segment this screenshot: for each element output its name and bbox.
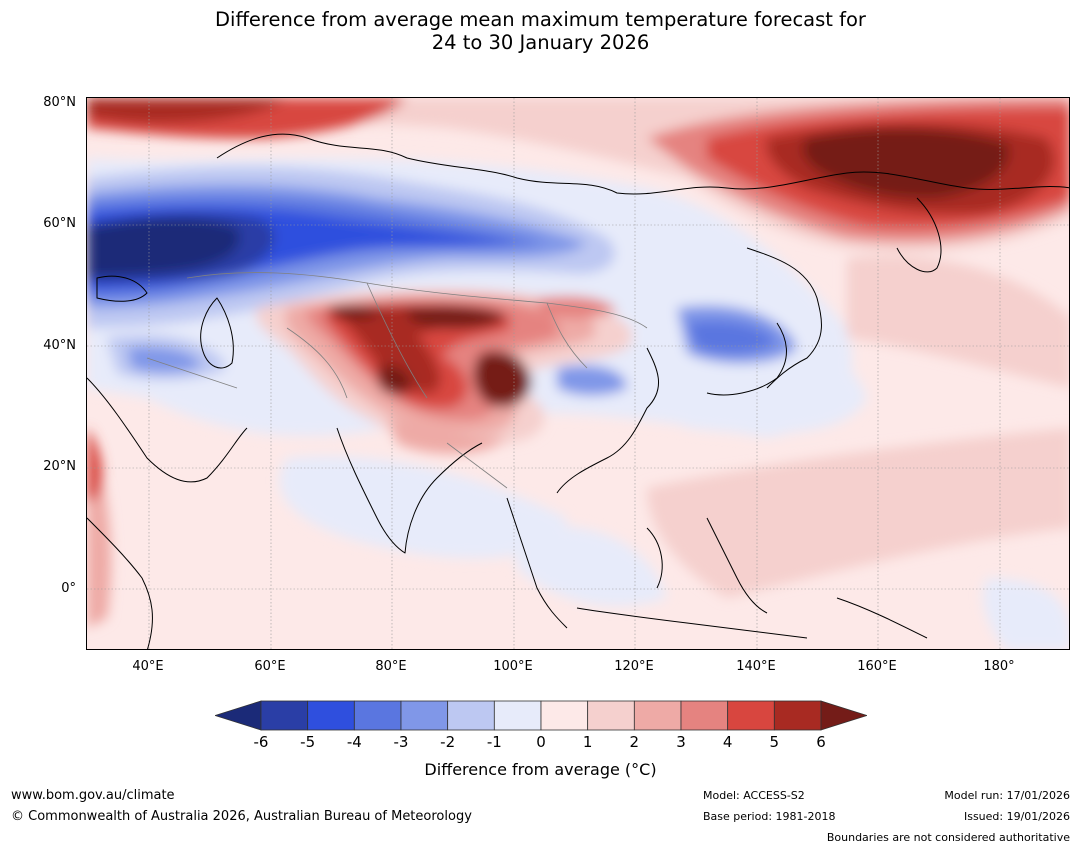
website-link[interactable]: www.bom.gov.au/climate — [11, 788, 175, 803]
lat-label-0: 0° — [61, 581, 76, 596]
lon-label-100e: 100°E — [493, 659, 533, 674]
lon-label-180: 180° — [983, 659, 1015, 674]
anomaly-shading — [87, 98, 1069, 649]
lat-label-20n: 20°N — [43, 459, 76, 474]
lon-label-140e: 140°E — [736, 659, 776, 674]
colorbar-tick: -5 — [300, 733, 316, 751]
title-line-1: Difference from average mean maximum tem… — [215, 8, 866, 31]
boundaries-note: Boundaries are not considered authoritat… — [826, 831, 1070, 844]
colorbar-low-extend — [215, 700, 262, 731]
colorbar-tick: -3 — [393, 733, 409, 751]
colorbar-tick: 4 — [722, 733, 733, 751]
issued-date: Issued: 19/01/2026 — [963, 810, 1070, 823]
colorbar — [215, 700, 867, 731]
coastlines — [87, 133, 1069, 649]
copyright-text: © Commonwealth of Australia 2026, Austra… — [11, 809, 472, 824]
model-name: Model: ACCESS-S2 — [703, 789, 805, 802]
colorbar-tick: -6 — [253, 733, 269, 751]
colorbar-segment — [773, 700, 822, 731]
lon-label-60e: 60°E — [254, 659, 286, 674]
lat-label-40n: 40°N — [43, 338, 76, 353]
colorbar-tick: 3 — [676, 733, 686, 751]
graticule — [87, 98, 1069, 649]
colorbar-segment — [447, 700, 495, 731]
country-borders — [146, 272, 648, 489]
colorbar-tick: -4 — [346, 733, 362, 751]
colorbar-segment — [633, 700, 682, 731]
colorbar-tick: -2 — [440, 733, 456, 751]
lon-label-160e: 160°E — [857, 659, 897, 674]
colorbar-tick: -1 — [486, 733, 502, 751]
base-period: Base period: 1981-2018 — [703, 810, 836, 823]
colorbar-segment — [727, 700, 775, 731]
colorbar-segment — [353, 700, 402, 731]
lon-label-80e: 80°E — [375, 659, 407, 674]
colorbar-segment — [540, 700, 589, 731]
model-run-date: Model run: 17/01/2026 — [944, 789, 1070, 802]
colorbar-segments — [260, 700, 822, 731]
colorbar-tick: 2 — [629, 733, 640, 751]
colorbar-tick: 6 — [816, 733, 826, 751]
map-title: Difference from average mean maximum tem… — [0, 8, 1081, 54]
temperature-anomaly-map — [86, 97, 1070, 650]
lat-label-60n: 60°N — [43, 216, 76, 231]
colorbar-label: Difference from average (°C) — [424, 760, 657, 779]
colorbar-segment — [680, 700, 729, 731]
colorbar-tick: 1 — [582, 733, 593, 751]
title-line-2: 24 to 30 January 2026 — [431, 31, 650, 54]
colorbar-tick: 5 — [769, 733, 780, 751]
colorbar-segment — [260, 700, 309, 731]
colorbar-segment — [493, 700, 542, 731]
lon-label-40e: 40°E — [132, 659, 164, 674]
lat-label-80n: 80°N — [43, 95, 76, 110]
colorbar-segment — [587, 700, 635, 731]
colorbar-segment — [307, 700, 355, 731]
colorbar-high-extend — [820, 700, 867, 731]
colorbar-tick: 0 — [536, 733, 546, 751]
lon-label-120e: 120°E — [614, 659, 654, 674]
colorbar-segment — [400, 700, 449, 731]
anomaly-field — [87, 98, 1069, 649]
